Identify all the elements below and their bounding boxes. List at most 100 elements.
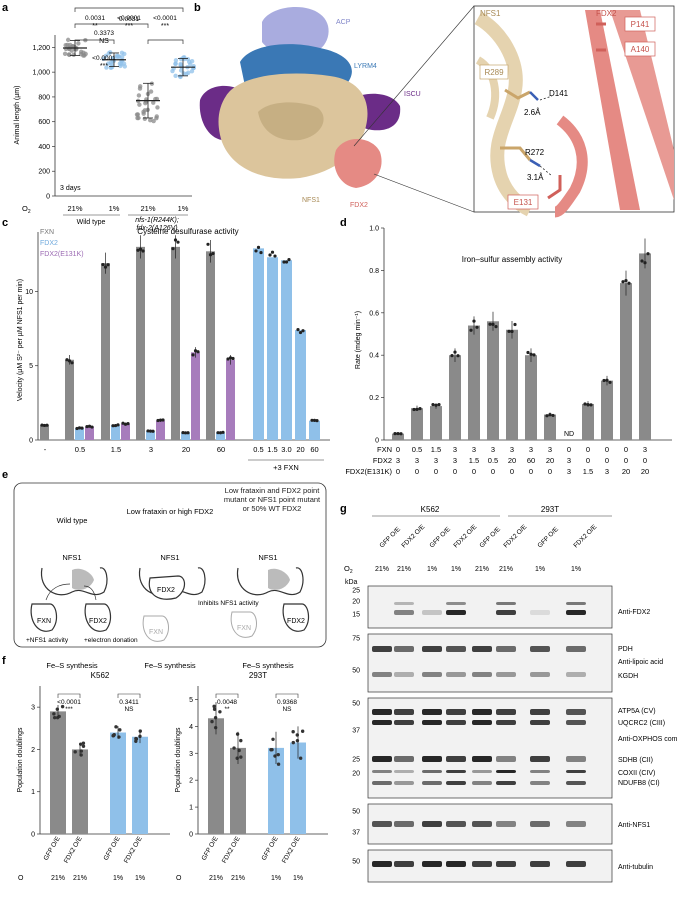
g-band [446,770,466,773]
c-bar-fxn [253,248,264,440]
d-dot [551,413,555,418]
f-o2: 21% [73,875,87,882]
g-lane-label: GFP O/E [428,525,452,549]
c-xtick-fxn: 0.5 [253,445,263,454]
f-ytick: 2 [31,747,35,754]
g-marker: 20 [352,771,360,778]
d-dot [532,353,536,357]
panel-e-letter: e [2,469,8,481]
d-row-value: 60 [527,456,535,465]
g-band [472,672,492,677]
panel-g-letter: g [340,503,347,515]
panel-d: Iron–sulfur assembly activity Rate (mdeg… [345,226,672,476]
g-band [496,756,516,762]
a-stat-p: <0.0001 [92,55,116,62]
g-band [496,610,516,615]
label-lyrm4: LYRM4 [354,63,377,70]
g-band [394,770,414,773]
panel-a-letter: a [2,2,9,14]
f-o2: 1% [135,875,145,882]
f-dot [212,704,216,709]
a-point [142,116,148,121]
d-dot [545,414,549,418]
f-stat-sig: NS [282,706,292,713]
f-dot [276,752,280,757]
label-iscu: ISCU [404,91,421,98]
g-blot-box [367,633,613,693]
a-point [65,37,71,43]
c-dot [216,431,220,435]
d-dot [488,322,492,326]
label-fdx2: FDX2 [350,202,368,209]
g-lane-o2: 21% [397,566,411,573]
c-bar [111,425,120,440]
a-point [178,74,183,80]
g-lane-label: GFP O/E [478,525,502,549]
a-point [134,112,140,117]
f-dot [81,741,86,745]
g-band [566,781,586,785]
c-dot [151,429,155,433]
f-dot [235,756,239,760]
f-ytick: 0 [31,832,35,839]
f-dot [118,728,122,732]
e1-fxn-note: +NFS1 activity [26,637,69,644]
d-row-value: 1.5 [583,467,593,476]
g-band [566,602,586,605]
d-row-value: 1.5 [431,445,441,454]
zoom-r289: R289 [484,68,504,77]
d-row-value: 0 [529,467,533,476]
f-bar [230,747,246,834]
g-band [496,770,516,773]
c-dot [136,248,140,252]
d-row-value: 0 [453,467,457,476]
e3-result: Fe–S synthesis [242,661,294,670]
c-bar-fxn [295,330,306,440]
g-k562: K562 [421,505,440,514]
a-point [70,43,76,49]
g-band [446,646,466,652]
c-ytick: 5 [29,363,33,370]
d-row-value: 3 [510,445,514,454]
d-row-value: 0 [643,456,647,465]
f-chart-293t: 0 1 2 3 4 5 GFP O/E 21% FDX2 O/E 21% GFP O/E 1% FDX2… [176,686,328,882]
panel-a-stats: 0.0031**<0.0001***<0.0001***0.3373NS<0.0… [85,15,177,70]
g-band [496,646,516,652]
g-marker: 20 [352,599,360,606]
c-dot [221,430,225,434]
g-band [496,781,516,785]
f-dot [218,710,222,714]
g-band [372,781,392,785]
g-band [422,672,442,677]
g-band [394,756,414,762]
d-dot [589,403,593,407]
f-o2: 21% [209,875,223,882]
c-bar-fxn [267,257,278,440]
a-o2-value: 21% [140,204,155,213]
c-bar [181,432,190,440]
f-dot [210,719,214,724]
c-fxn-note: +3 FXN [273,463,299,472]
g-marker: 50 [352,809,360,816]
g-band [566,861,586,867]
g-band [472,720,492,725]
g-band [446,756,466,762]
g-band [372,770,392,773]
g-lane-label: FDX2 O/E [452,523,478,549]
c-dot [101,262,105,267]
f-o2: 21% [51,875,65,882]
d-bar [620,283,632,440]
c-xtick-fxn: 20 [296,445,304,454]
g-lane-label: FDX2 O/E [502,523,528,549]
e3-fdx2: FDX2 [287,618,305,625]
f-title-293t: 293T [249,671,267,680]
c-dot [186,431,190,435]
f-ylabel-2: Population doublings [175,727,182,792]
d-row-value: 3 [453,456,457,465]
g-band [422,610,442,615]
panel-a-ylabel: Animal length (µm) [14,86,21,145]
d-dot [418,406,422,411]
f-ytick: 3 [189,751,193,758]
g-band [496,821,516,827]
